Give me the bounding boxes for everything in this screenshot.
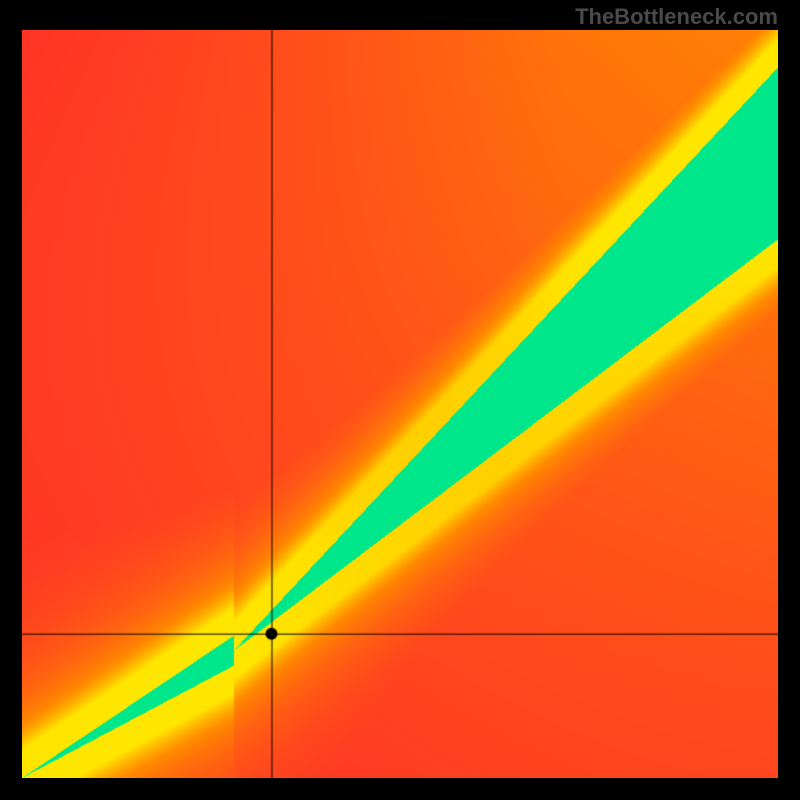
chart-container: TheBottleneck.com [0, 0, 800, 800]
watermark-label: TheBottleneck.com [575, 4, 778, 30]
heatmap-canvas [22, 30, 778, 778]
heatmap-plot [22, 30, 778, 778]
